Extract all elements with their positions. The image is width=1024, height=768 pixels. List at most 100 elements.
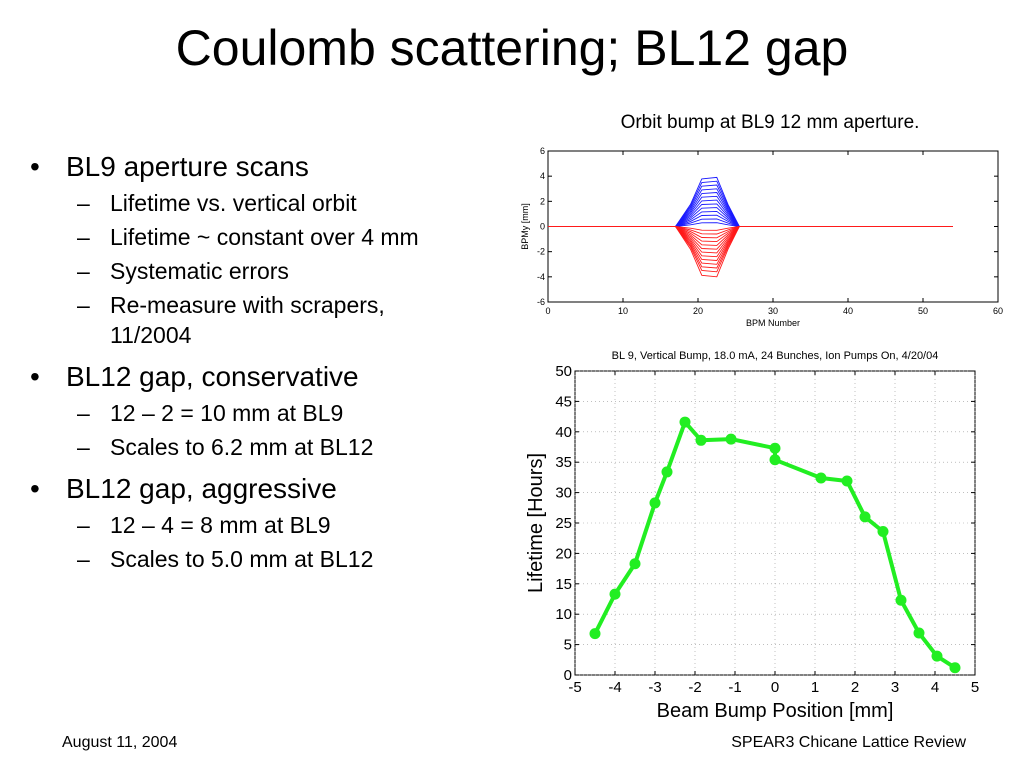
x-tick-label: -3 — [648, 679, 661, 696]
x-tick-label: 20 — [693, 306, 703, 316]
y-tick-label: 10 — [555, 606, 572, 623]
sub-bullet-marker: – — [77, 434, 90, 460]
sub-bullet-marker: – — [77, 190, 90, 216]
bullet-item: • BL12 gap, aggressive — [30, 472, 510, 506]
y-tick-label: -4 — [537, 272, 545, 282]
data-point — [679, 416, 691, 428]
data-point — [949, 662, 961, 674]
y-tick-label: 2 — [540, 196, 545, 206]
sub-bullet-text: 12 – 2 = 10 mm at BL9 — [110, 400, 344, 426]
x-tick-label: 50 — [918, 306, 928, 316]
bump-line — [548, 176, 953, 227]
x-tick-label: 4 — [931, 679, 939, 696]
bullet-group: • BL12 gap, aggressive –12 – 4 = 8 mm at … — [30, 472, 510, 574]
y-tick-label: 25 — [555, 515, 572, 532]
data-point — [877, 526, 889, 538]
sub-bullet-marker: – — [77, 292, 90, 318]
x-tick-label: 5 — [971, 679, 979, 696]
x-tick-label: 10 — [618, 306, 628, 316]
y-axis-label: Lifetime [Hours] — [525, 453, 547, 593]
sub-bullet-text: Re-measure with scrapers, 11/2004 — [110, 292, 385, 348]
sub-bullet-item: – Systematic errors — [30, 256, 510, 286]
y-tick-label: -2 — [537, 247, 545, 257]
y-axis-label: BPMy [mm] — [520, 203, 530, 250]
sub-bullet-item: – Lifetime ~ constant over 4 mm — [30, 222, 510, 252]
x-axis-label: Beam Bump Position [mm] — [657, 700, 894, 722]
sub-bullet-marker: – — [77, 224, 90, 250]
data-point — [629, 558, 641, 570]
data-point — [931, 650, 943, 662]
data-point — [649, 497, 661, 509]
sub-bullet-text: Scales to 6.2 mm at BL12 — [110, 434, 374, 460]
x-tick-label: 0 — [545, 306, 550, 316]
y-tick-label: 15 — [555, 576, 572, 593]
sub-bullet-text: 12 – 4 = 8 mm at BL9 — [110, 512, 331, 538]
x-tick-label: 30 — [768, 306, 778, 316]
data-point — [841, 475, 853, 487]
data-point — [661, 466, 673, 478]
x-tick-label: 3 — [891, 679, 899, 696]
bullet-marker: • — [30, 473, 40, 504]
sub-bullet-text: Lifetime vs. vertical orbit — [110, 190, 357, 216]
bullet-group: • BL12 gap, conservative –12 – 2 = 10 mm … — [30, 360, 510, 462]
data-point — [815, 472, 827, 484]
sub-bullet-text: Systematic errors — [110, 258, 289, 284]
y-tick-label: 50 — [555, 363, 572, 380]
data-point — [895, 594, 907, 606]
x-tick-label: -1 — [728, 679, 741, 696]
y-tick-label: 5 — [564, 637, 572, 654]
y-tick-label: 0 — [564, 667, 572, 684]
y-tick-label: -6 — [537, 297, 545, 307]
y-tick-label: 6 — [540, 146, 545, 156]
orbit-chart-caption: Orbit bump at BL9 12 mm aperture. — [620, 112, 920, 133]
bullet-text: BL12 gap, aggressive — [66, 473, 337, 504]
sub-bullet-item: – Re-measure with scrapers, 11/2004 — [30, 290, 510, 350]
bullet-group: • BL9 aperture scans – Lifetime vs. vertic… — [30, 150, 510, 350]
slide-title: Coulomb scattering; BL12 gap — [175, 20, 849, 76]
sub-bullet-item: –12 – 2 = 10 mm at BL9 — [30, 398, 510, 428]
data-point — [769, 442, 781, 454]
data-point — [859, 511, 871, 523]
y-tick-label: 45 — [555, 393, 572, 410]
lifetime-chart: BL 9, Vertical Bump, 18.0 mA, 24 Bunches… — [525, 350, 979, 722]
orbit-bump-chart: 0 10 20 30 40 50 60 -6 -4 -2 0 2 4 6 BPM Number BPMy [m… — [520, 146, 1003, 328]
x-tick-label: 2 — [851, 679, 859, 696]
bump-line — [548, 226, 953, 278]
sub-bullet-item: – Scales to 5.0 mm at BL12 — [30, 544, 510, 574]
x-tick-label: -5 — [568, 679, 581, 696]
bullet-item: • BL12 gap, conservative — [30, 360, 510, 394]
bullet-item: • BL9 aperture scans — [30, 150, 510, 184]
bullet-list: • BL9 aperture scans – Lifetime vs. vertic… — [30, 140, 510, 574]
data-point — [769, 454, 781, 466]
sub-bullet-marker: – — [77, 400, 90, 426]
bullet-marker: • — [30, 151, 40, 182]
chart-title: BL 9, Vertical Bump, 18.0 mA, 24 Bunches… — [612, 350, 939, 362]
footer-date: August 11, 2004 — [62, 734, 178, 751]
sub-bullet-marker: – — [77, 512, 90, 538]
sub-bullet-item: –12 – 4 = 8 mm at BL9 — [30, 510, 510, 540]
bullet-marker: • — [30, 361, 40, 392]
footer-title: SPEAR3 Chicane Lattice Review — [731, 734, 966, 751]
x-tick-label: -4 — [608, 679, 621, 696]
x-tick-label: 40 — [843, 306, 853, 316]
sub-bullet-marker: – — [77, 546, 90, 572]
sub-bullet-text: Scales to 5.0 mm at BL12 — [110, 546, 374, 572]
y-tick-label: 4 — [540, 171, 545, 181]
x-axis-label: BPM Number — [746, 318, 800, 328]
y-tick-label: 30 — [555, 485, 572, 502]
series-line — [593, 420, 957, 670]
y-tick-label: 40 — [555, 424, 572, 441]
x-tick-label: 60 — [993, 306, 1003, 316]
sub-bullet-item: – Scales to 6.2 mm at BL12 — [30, 432, 510, 462]
data-point — [695, 434, 707, 446]
sub-bullet-text: Lifetime ~ constant over 4 mm — [110, 224, 419, 250]
data-point — [725, 433, 737, 445]
x-tick-label: -2 — [688, 679, 701, 696]
bullet-text: BL12 gap, conservative — [66, 361, 359, 392]
x-tick-label: 0 — [771, 679, 779, 696]
sub-bullet-item: – Lifetime vs. vertical orbit — [30, 188, 510, 218]
y-tick-label: 35 — [555, 454, 572, 471]
data-point — [589, 628, 601, 640]
data-point — [609, 588, 621, 600]
y-tick-label: 20 — [555, 545, 572, 562]
